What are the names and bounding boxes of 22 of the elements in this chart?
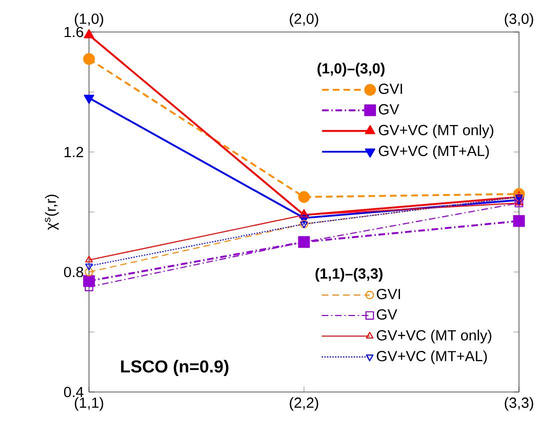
annotation: LSCO (n=0.9) <box>121 360 228 376</box>
legend-label: GV+VC (MT only) <box>376 330 492 344</box>
legend-label: GVI <box>378 84 402 94</box>
text: (3,0) <box>504 13 534 27</box>
x-tick-label: (3,3) <box>504 397 534 411</box>
legend-label: GV+VC (MT+AL) <box>378 145 489 159</box>
legend-label: GV+VC (MT only) <box>378 124 494 138</box>
text: (1,1)–(3,3) <box>316 268 383 282</box>
y-axis-title: χ$^{s}$(r,r) <box>44 194 59 230</box>
legend-label: GVI <box>376 288 400 300</box>
text: (2,0) <box>290 13 318 27</box>
y-tick-label: 0.8 <box>64 266 84 278</box>
x-tick-label: (2,2) <box>290 397 318 411</box>
text: (1,0)–(3,0) <box>318 62 385 76</box>
legend-label: GV <box>378 104 400 114</box>
y-tick-label: 1.6 <box>64 26 84 38</box>
text: (1,0) <box>74 13 104 27</box>
legend-label: GV <box>376 309 398 320</box>
legend-label: GV+VC (MT+AL) <box>376 350 487 364</box>
y-tick-label: 1.2 <box>64 146 84 158</box>
x-tick-label: (1,1) <box>74 397 104 411</box>
y-tick-label: 0.4 <box>64 386 84 398</box>
